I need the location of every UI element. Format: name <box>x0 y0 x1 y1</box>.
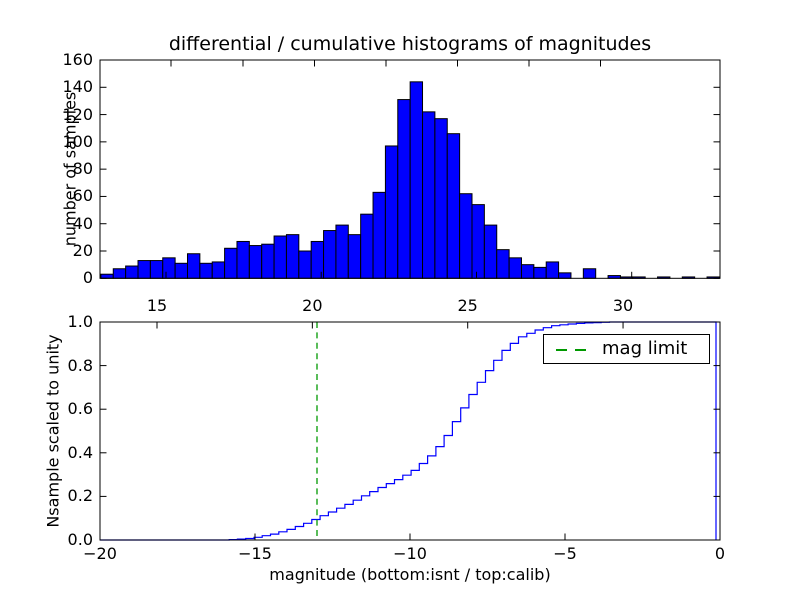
histogram-bar <box>446 133 461 279</box>
histogram-bar <box>236 240 250 279</box>
histogram-bar <box>261 243 275 279</box>
calib-xtick-label: 25 <box>457 296 478 315</box>
histogram-bar <box>422 111 436 279</box>
histogram-bar <box>199 262 213 279</box>
histogram-bar <box>310 240 325 279</box>
histogram-bar <box>459 193 473 279</box>
legend-dash-icon <box>556 348 567 351</box>
histogram-bar <box>273 235 287 279</box>
ax1-ytick-label: 140 <box>62 77 93 97</box>
calib-xtick-label: 30 <box>612 296 634 315</box>
histogram-bar <box>434 118 448 279</box>
histogram-bar <box>545 261 560 279</box>
histogram-bar <box>323 230 337 279</box>
calib-xtick-label: 20 <box>302 296 323 315</box>
x-axis-label: magnitude (bottom:isnt / top:calib) <box>269 565 551 584</box>
ax2-xtick-label: 0 <box>714 544 726 563</box>
ax2-spines <box>99 321 721 541</box>
histogram-bar <box>496 249 510 279</box>
legend: mag limit <box>543 334 710 364</box>
histogram-bar <box>125 265 139 279</box>
ax1-ytick-label: 120 <box>62 104 93 124</box>
histogram-bar <box>137 260 151 279</box>
histogram-bar <box>384 145 399 279</box>
ax2-ytick-label: 0.8 <box>67 355 93 375</box>
ax1-ytick-label: 40 <box>72 213 93 233</box>
histogram-bar <box>211 261 226 279</box>
ax2-xtick-label: −10 <box>393 544 427 563</box>
ax2-ytick-label: 0.4 <box>67 442 93 462</box>
ax1-ytick-label: 100 <box>62 131 93 151</box>
histogram-bar <box>397 99 411 279</box>
calib-xtick-label: 15 <box>146 296 168 315</box>
histogram-bar <box>100 273 114 279</box>
histogram-bar <box>508 257 522 279</box>
histogram-bar <box>360 213 374 279</box>
histogram-bar <box>224 247 238 279</box>
ax1-ytick-label: 160 <box>62 50 93 69</box>
ax2-ytick-label: 1.0 <box>67 312 93 331</box>
histogram-bar <box>298 250 312 279</box>
histogram-bar <box>112 268 127 279</box>
cumulative-curve <box>100 321 717 541</box>
ax1-ytick-label: 0 <box>82 268 93 288</box>
histogram-bar <box>248 245 263 279</box>
histogram-bar <box>582 268 597 279</box>
histogram-bar <box>558 272 572 279</box>
ax2-ytick-label: 0.0 <box>67 530 93 549</box>
histogram-bar <box>483 224 498 279</box>
histogram-bar <box>174 262 188 279</box>
histogram-bar <box>335 224 349 279</box>
ax1-ytick-label: 80 <box>72 159 93 179</box>
ax2-xtick-label: −20 <box>83 544 117 563</box>
ax1-spines <box>99 59 721 279</box>
ax1-ytick-label: 20 <box>72 241 93 260</box>
ax2-xtick-label: −5 <box>553 544 577 563</box>
ax1-ytick-label: 60 <box>72 186 93 206</box>
histogram-bar <box>471 204 485 279</box>
histogram-bar <box>520 264 535 279</box>
ax2-ytick-label: 0.2 <box>67 486 93 506</box>
histogram-bar <box>347 234 362 279</box>
legend-label: mag limit <box>602 338 688 359</box>
legend-dash-icon <box>575 348 586 351</box>
ax2-ytick-label: 0.6 <box>67 399 93 419</box>
histogram-bar <box>149 260 164 279</box>
histogram-bar <box>533 266 547 279</box>
histogram-bar <box>409 81 424 279</box>
ax2-xtick-label: −15 <box>238 544 272 563</box>
histogram-bar <box>372 191 386 279</box>
chart-title: differential / cumulative histograms of … <box>168 33 652 55</box>
histogram-bar <box>186 253 201 279</box>
histogram-bar <box>162 257 176 279</box>
histogram-bar <box>285 234 300 279</box>
